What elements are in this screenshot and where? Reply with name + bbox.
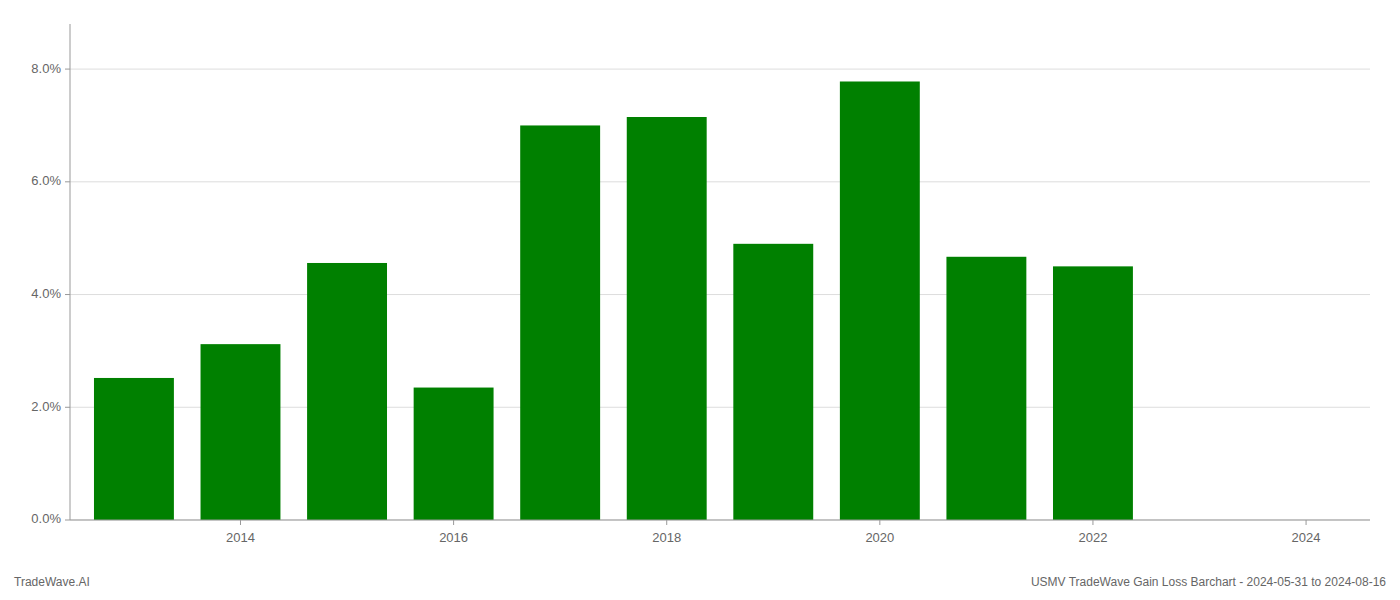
grid-line	[70, 520, 1370, 521]
x-tick-label: 2024	[1292, 530, 1321, 545]
bar	[307, 263, 387, 520]
footer-left: TradeWave.AI	[14, 575, 90, 589]
bar	[94, 378, 174, 520]
chart-svg: 0.0% 2.0% 4.0% 6.0% 8.0% 2014 2016 2018 2020 2022…	[0, 0, 1400, 600]
x-tick	[453, 520, 454, 525]
x-tick-label: 2022	[1078, 530, 1107, 545]
y-tick-label: 8.0%	[31, 61, 61, 76]
bar	[840, 81, 920, 520]
x-axis-line	[70, 520, 1370, 521]
bar	[1053, 266, 1133, 520]
y-tick	[65, 520, 70, 521]
background	[0, 0, 1400, 600]
x-ticks: 2014 2016 2018 2020 2022 2024	[226, 520, 1320, 545]
footer: TradeWave.AI USMV TradeWave Gain Loss Bar…	[14, 575, 1386, 589]
bar	[520, 125, 600, 520]
grid-line	[70, 181, 1370, 182]
x-tick-label: 2016	[439, 530, 468, 545]
grid-line	[70, 69, 1370, 70]
y-tick	[65, 407, 70, 408]
x-tick-label: 2018	[652, 530, 681, 545]
x-tick	[666, 520, 667, 525]
y-axis-line	[70, 24, 71, 520]
y-tick-label: 6.0%	[31, 173, 61, 188]
bar	[946, 257, 1026, 520]
y-ticks: 0.0% 2.0% 4.0% 6.0% 8.0%	[31, 61, 70, 527]
x-tick-label: 2020	[865, 530, 894, 545]
axes	[70, 24, 1370, 520]
grid-line	[70, 294, 1370, 295]
grid	[70, 69, 1370, 520]
x-tick-label: 2014	[226, 530, 255, 545]
bar	[414, 388, 494, 520]
bar	[627, 117, 707, 520]
chart-container: 0.0% 2.0% 4.0% 6.0% 8.0% 2014 2016 2018 2020 2022…	[0, 0, 1400, 600]
bars	[94, 81, 1133, 520]
x-tick	[240, 520, 241, 525]
bar	[733, 244, 813, 520]
x-tick	[1092, 520, 1093, 525]
y-tick-label: 4.0%	[31, 286, 61, 301]
bar	[201, 344, 281, 520]
y-tick	[65, 69, 70, 70]
y-tick-label: 0.0%	[31, 511, 61, 526]
y-tick	[65, 294, 70, 295]
footer-right: USMV TradeWave Gain Loss Barchart - 2024…	[1031, 575, 1386, 589]
y-tick	[65, 181, 70, 182]
y-tick-label: 2.0%	[31, 399, 61, 414]
x-tick	[879, 520, 880, 525]
x-tick	[1306, 520, 1307, 525]
